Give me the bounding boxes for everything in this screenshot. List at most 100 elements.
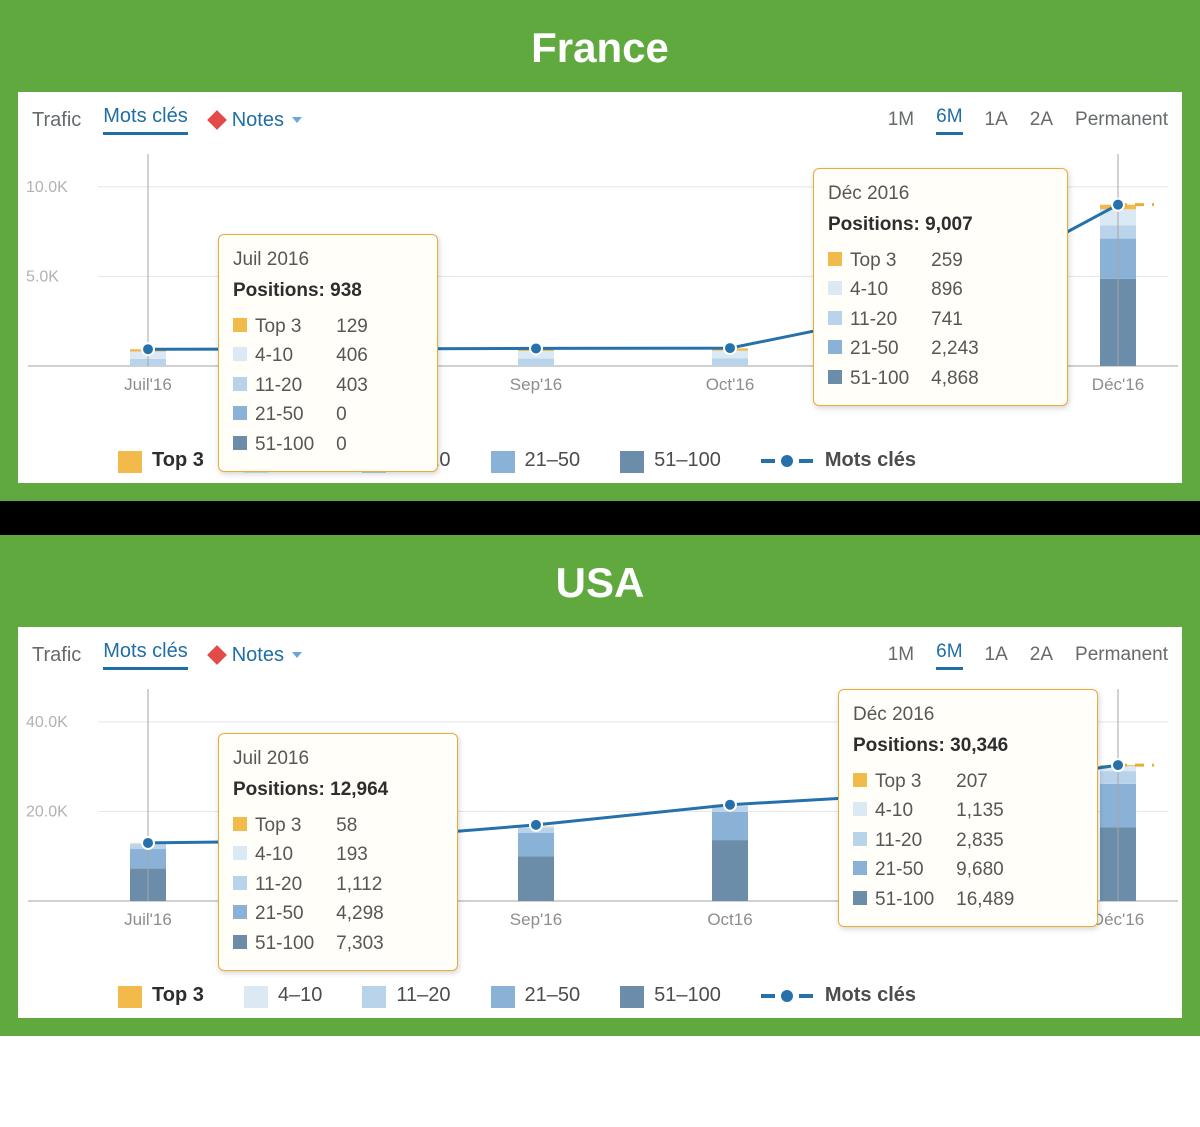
tabs-left: Trafic Mots clés Notes [32,640,302,670]
legend-item-top3[interactable]: Top 3 [118,448,204,473]
chart-tooltip: Déc 2016Positions: 30,346Top 32074-101,1… [838,689,1098,927]
swatch-icon [853,891,867,905]
legend-dot-icon [781,990,793,1002]
range-1a[interactable]: 1A [985,644,1008,666]
swatch-icon [620,986,644,1008]
tooltip-bucket-label: 51-100 [255,929,336,958]
range-2a[interactable]: 2A [1030,644,1053,666]
tooltip-positions-label: Positions: [853,735,950,756]
line-marker [724,342,736,354]
range-1m[interactable]: 1M [888,644,914,666]
tooltip-bucket-value: 9,680 [956,855,1014,884]
swatch-icon [118,986,142,1008]
swatch-icon [233,846,247,860]
legend-item-line[interactable]: Mots clés [761,984,916,1007]
y-tick-label: 10.0K [26,179,68,196]
swatch-icon [828,370,842,384]
legend-label: 4–10 [278,984,323,1007]
tab-mots-cles[interactable]: Mots clés [103,640,187,670]
tooltip-positions-value: 30,346 [950,735,1008,756]
tooltip-row: Top 3129 [233,312,368,341]
tabs-row: Trafic Mots clés Notes 1M 6M 1A 2A Permanent [18,627,1182,673]
tab-trafic[interactable]: Trafic [32,109,81,132]
legend: Top 3 4–10 11–20 21–50 51–100 Mots clés [18,973,1182,1018]
tooltip-table: Top 31294-1040611-2040321-50051-1000 [233,312,368,459]
tooltip-bucket-label: 11-20 [255,371,336,400]
swatch-icon [362,986,386,1008]
tooltip-bucket-value: 2,243 [931,334,979,363]
chevron-down-icon [292,117,302,123]
tooltip-bucket-value: 896 [931,275,979,304]
y-tick-label: 5.0K [26,268,59,285]
legend-label: 21–50 [525,984,581,1007]
legend-item-top3[interactable]: Top 3 [118,983,204,1008]
legend-item-r4_10[interactable]: 4–10 [244,983,323,1008]
tooltip-positions: Positions: 9,007 [828,210,1053,239]
tab-notes-label: Notes [232,644,284,667]
legend-label: Top 3 [152,449,204,472]
chart-tooltip: Juil 2016Positions: 938Top 31294-1040611… [218,234,438,472]
swatch-icon [853,861,867,875]
x-tick-label: Juil'16 [124,375,172,394]
legend-dash-icon [761,459,775,463]
x-tick-label: Déc'16 [1092,375,1144,394]
bar-seg-r11_20 [518,359,554,366]
tooltip-bucket-label: 4-10 [875,796,956,825]
range-2a[interactable]: 2A [1030,109,1053,131]
range-6m[interactable]: 6M [936,106,962,135]
legend-item-line[interactable]: Mots clés [761,449,916,472]
range-permanent[interactable]: Permanent [1075,644,1168,666]
tooltip-positions-value: 938 [330,280,362,301]
legend-item-r21_50[interactable]: 21–50 [491,448,581,473]
tooltip-row: 21-500 [233,400,368,429]
tooltip-row: 11-202,835 [853,826,1014,855]
legend-dash-icon [799,994,813,998]
legend-label: 21–50 [525,449,581,472]
legend-item-r51_100[interactable]: 51–100 [620,448,721,473]
tabs-left: Trafic Mots clés Notes [32,105,302,135]
line-marker [530,342,542,354]
swatch-icon [828,281,842,295]
tab-notes[interactable]: Notes [210,644,302,667]
tooltip-date: Juil 2016 [233,245,423,274]
swatch-icon [853,773,867,787]
swatch-icon [853,832,867,846]
tooltip-bucket-value: 0 [336,400,368,429]
range-6m[interactable]: 6M [936,641,962,670]
swatch-icon [118,451,142,473]
x-tick-label: Oct16 [707,910,752,929]
section-title-usa: USA [0,535,1200,627]
legend-item-r11_20[interactable]: 11–20 [362,983,450,1008]
bar-seg-r51_100 [712,840,748,901]
range-permanent[interactable]: Permanent [1075,109,1168,131]
panel-france: Trafic Mots clés Notes 1M 6M 1A 2A Permanent 5.0… [18,92,1182,483]
legend-label: Top 3 [152,984,204,1007]
tooltip-row: 51-1004,868 [828,364,979,393]
tooltip-bucket-value: 207 [956,767,1014,796]
tooltip-positions-value: 9,007 [925,214,973,235]
tooltip-row: 4-10896 [828,275,979,304]
range-1m[interactable]: 1M [888,109,914,131]
tooltip-bucket-value: 2,835 [956,826,1014,855]
swatch-icon [233,436,247,450]
bar-seg-r51_100 [518,856,554,901]
tooltip-bucket-value: 4,298 [336,899,384,928]
legend: Top 34–1011–2021–5051–100Mots clés [18,438,1182,483]
range-picker: 1M 6M 1A 2A Permanent [888,641,1168,670]
tooltip-bucket-label: 21-50 [875,855,956,884]
tab-mots-cles[interactable]: Mots clés [103,105,187,135]
swatch-icon [233,905,247,919]
legend-item-r51_100[interactable]: 51–100 [620,983,721,1008]
legend-dot-icon [781,455,793,467]
swatch-icon [828,340,842,354]
tooltip-positions-label: Positions: [828,214,925,235]
swatch-icon [233,318,247,332]
tab-notes[interactable]: Notes [210,109,302,132]
tab-trafic[interactable]: Trafic [32,644,81,667]
swatch-icon [853,802,867,816]
range-1a[interactable]: 1A [985,109,1008,131]
legend-item-r21_50[interactable]: 21–50 [491,983,581,1008]
tooltip-row: 21-502,243 [828,334,979,363]
line-marker [142,343,154,355]
tooltip-positions-label: Positions: [233,779,330,800]
